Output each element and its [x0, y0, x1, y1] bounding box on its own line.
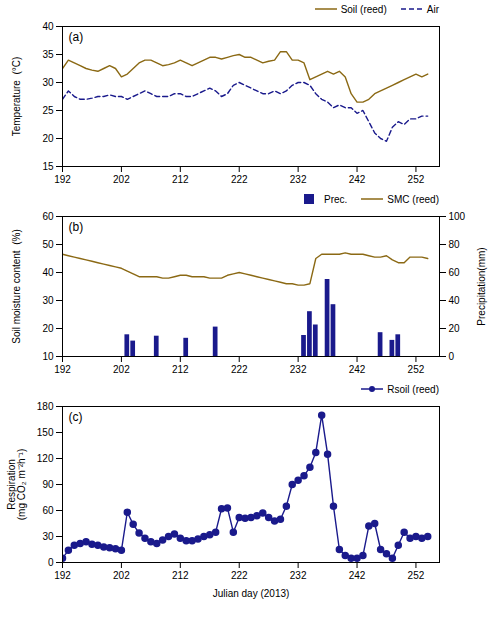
svg-text:0: 0	[48, 557, 54, 568]
svg-text:Precipitation(mm): Precipitation(mm)	[476, 247, 487, 325]
html-text:Prec.: Prec.	[324, 193, 348, 205]
svg-text:180: 180	[37, 401, 54, 412]
svg-text:242: 242	[349, 174, 366, 185]
svg-text:Temperature (°C): Temperature (°C)	[11, 57, 22, 137]
svg-text:20: 20	[42, 323, 54, 334]
svg-text:(a): (a)	[69, 30, 84, 44]
svg-text:(c): (c)	[69, 410, 83, 424]
svg-text:232: 232	[290, 364, 307, 375]
svg-text:202: 202	[113, 174, 130, 185]
svg-text:30: 30	[42, 531, 54, 542]
svg-text:20: 20	[449, 323, 461, 334]
svg-text:192: 192	[54, 570, 71, 581]
svg-text:35: 35	[42, 49, 54, 60]
svg-text:232: 232	[290, 174, 307, 185]
svg-text:202: 202	[113, 570, 130, 581]
svg-text:60: 60	[42, 211, 54, 222]
html-text:Rsoil (reed): Rsoil (reed)	[387, 383, 439, 395]
svg-text:252: 252	[408, 174, 425, 185]
svg-text:30: 30	[42, 77, 54, 88]
svg-text:0: 0	[449, 351, 455, 362]
svg-text:192: 192	[54, 364, 71, 375]
html-text:SMC (reed): SMC (reed)	[387, 193, 439, 205]
svg-text:222: 222	[231, 364, 248, 375]
svg-text:(b): (b)	[69, 220, 84, 234]
svg-text:222: 222	[231, 570, 248, 581]
html-text:Air: Air	[426, 3, 439, 15]
svg-text:60: 60	[42, 505, 54, 516]
svg-text:Respiration(mg CO₂ m⁻²h⁻¹): Respiration(mg CO₂ m⁻²h⁻¹)	[6, 449, 27, 521]
svg-text:212: 212	[172, 570, 189, 581]
svg-text:10: 10	[42, 351, 54, 362]
svg-text:100: 100	[449, 211, 466, 222]
svg-text:90: 90	[42, 479, 54, 490]
svg-text:50: 50	[42, 239, 54, 250]
svg-text:40: 40	[42, 21, 54, 32]
svg-text:Julian day (2013): Julian day (2013)	[213, 588, 290, 599]
svg-text:30: 30	[42, 295, 54, 306]
svg-text:242: 242	[349, 570, 366, 581]
svg-text:120: 120	[37, 453, 54, 464]
svg-text:212: 212	[172, 364, 189, 375]
svg-text:60: 60	[449, 267, 461, 278]
svg-text:192: 192	[54, 174, 71, 185]
svg-text:40: 40	[42, 267, 54, 278]
svg-text:150: 150	[37, 427, 54, 438]
svg-text:25: 25	[42, 105, 54, 116]
svg-text:242: 242	[349, 364, 366, 375]
svg-text:212: 212	[172, 174, 189, 185]
svg-text:222: 222	[231, 174, 248, 185]
svg-text:252: 252	[408, 570, 425, 581]
svg-text:232: 232	[290, 570, 307, 581]
svg-text:15: 15	[42, 161, 54, 172]
svg-text:252: 252	[408, 364, 425, 375]
svg-text:80: 80	[449, 239, 461, 250]
html-text:Soil (reed): Soil (reed)	[340, 3, 387, 15]
svg-text:202: 202	[113, 364, 130, 375]
svg-text:40: 40	[449, 295, 461, 306]
svg-text:20: 20	[42, 133, 54, 144]
svg-text:Soil moisture content (%): Soil moisture content (%)	[11, 229, 22, 344]
